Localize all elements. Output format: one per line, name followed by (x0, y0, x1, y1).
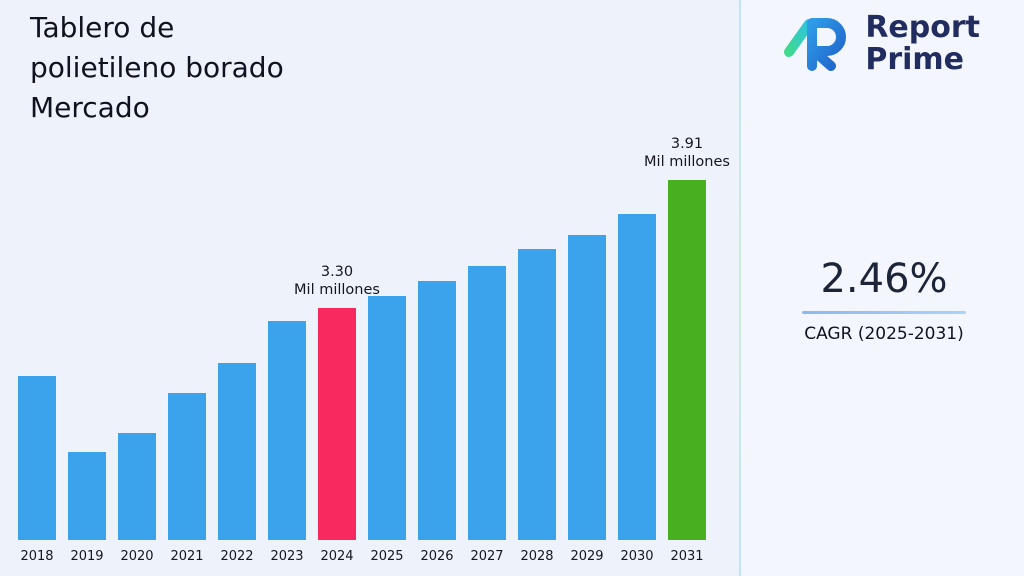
x-axis-label-2023: 2023 (270, 549, 304, 564)
x-axis-label-2031: 2031 (670, 549, 704, 564)
bar-2021 (168, 393, 206, 540)
bar-column-2025: 2025 (368, 180, 406, 564)
x-axis-label-2028: 2028 (520, 549, 554, 564)
cagr-underline (802, 311, 966, 314)
bar-annotation-2031: 3.91 Mil millones (644, 135, 730, 172)
bar-2022 (218, 363, 256, 540)
annotation-value: 3.91 (670, 135, 704, 152)
cagr-label: CAGR (2025-2031) (804, 324, 964, 344)
bar-column-2027: 2027 (468, 180, 506, 564)
brand-name-line1: Report (865, 10, 980, 45)
x-axis-label-2030: 2030 (620, 549, 654, 564)
report-prime-logo-icon (784, 18, 847, 72)
bar-2025 (368, 296, 406, 540)
annotation-value: 3.30 (320, 263, 354, 280)
bar-column-2018: 2018 (18, 180, 56, 564)
x-axis-label-2019: 2019 (70, 549, 104, 564)
x-axis-label-2018: 2018 (20, 549, 54, 564)
page-title: Tablero de polietileno borado Mercado (30, 11, 284, 124)
bar-2018 (18, 376, 56, 540)
report-prime-logo: Report Prime (779, 10, 980, 78)
bar-column-2020: 2020 (118, 180, 156, 564)
right-panel-background (741, 0, 1024, 576)
bar-column-2022: 2022 (218, 180, 256, 564)
bar-2031 (668, 180, 706, 540)
cagr-panel: 2.46% CAGR (2025-2031) (802, 256, 966, 344)
x-axis-label-2029: 2029 (570, 549, 604, 564)
x-axis-label-2022: 2022 (220, 549, 254, 564)
bar-2028 (518, 249, 556, 540)
bar-2027 (468, 266, 506, 540)
bar-2030 (618, 214, 656, 540)
x-axis-label-2026: 2026 (420, 549, 454, 564)
vertical-divider (739, 0, 741, 576)
x-axis-label-2021: 2021 (170, 549, 204, 564)
bar-2026 (418, 281, 456, 540)
brand-name: Report Prime (865, 10, 980, 78)
brand-name-line2: Prime (865, 42, 964, 78)
bar-2019 (68, 452, 106, 540)
bar-2020 (118, 433, 156, 540)
cagr-value: 2.46% (820, 256, 948, 302)
bar-column-2019: 2019 (68, 180, 106, 564)
bar-column-2031: 3.91 Mil millones 2031 (644, 136, 730, 564)
x-axis-label-2025: 2025 (370, 549, 404, 564)
bar-column-2030: 2030 (618, 180, 656, 564)
bar-column-2026: 2026 (418, 180, 456, 564)
annotation-unit: Mil millones (294, 282, 380, 299)
bar-annotation-2024: 3.30 Mil millones (294, 263, 380, 300)
bar-column-2021: 2021 (168, 180, 206, 564)
x-axis-label-2027: 2027 (470, 549, 504, 564)
x-axis-label-2020: 2020 (120, 549, 154, 564)
annotation-unit: Mil millones (644, 154, 730, 171)
x-axis-label-2024: 2024 (320, 549, 354, 564)
bar-chart: 2018 2019 2020 2021 2022 2023 3.30 Mil millones… (18, 136, 730, 564)
bar-column-2024: 3.30 Mil millones 2024 (294, 180, 380, 564)
bar-column-2028: 2028 (518, 180, 556, 564)
bar-column-2023: 2023 (268, 180, 306, 564)
bar-2023 (268, 321, 306, 540)
bar-column-2029: 2029 (568, 180, 606, 564)
bar-2029 (568, 235, 606, 540)
bar-2024 (318, 308, 356, 540)
